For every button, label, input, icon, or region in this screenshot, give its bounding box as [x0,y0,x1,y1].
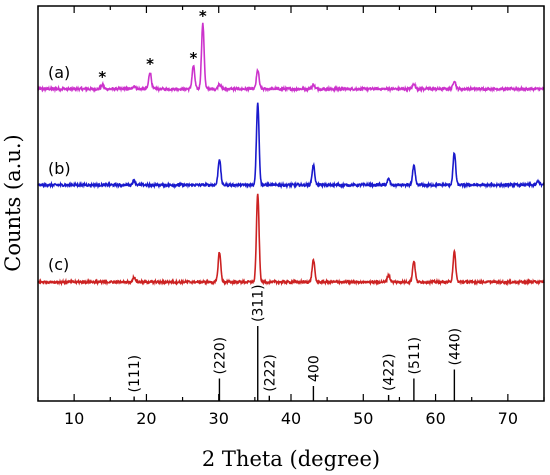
x-tick-label: 40 [281,409,301,428]
x-tick-label: 20 [136,409,156,428]
plot-frame [37,5,545,402]
peak-star-annotation: * [189,49,197,67]
reference-hkl-label: (220) [212,337,228,375]
reference-hkl-label: 400 [306,355,322,382]
peak-star-annotation: * [146,55,154,73]
reference-hkl-label: (440) [447,328,463,366]
y-axis-title: Counts (a.u.) [1,134,25,271]
x-axis: 10 20 30 40 50 60 70 [37,6,545,428]
peak-star-annotation: * [199,7,207,25]
x-tick-label: 30 [209,409,229,428]
x-tick-label: 50 [353,409,373,428]
series-label-c: (c) [48,255,69,274]
reference-hkl-label: (111) [127,355,143,393]
reference-hkl-label: (222) [262,354,278,392]
series-line-a [37,22,545,94]
reference-hkl-label: (422) [382,353,398,391]
x-tick-label: 60 [425,409,445,428]
series-label-a: (a) [48,63,70,82]
x-tick-label: 10 [64,409,84,428]
series-line-b [37,102,545,190]
peak-star-annotation: * [98,68,106,86]
series-label-b: (b) [48,159,71,178]
plot-area: (a) (b) (c) * * * * (111) (220) (311) (222) 400 (422… [37,7,545,401]
x-tick-label: 70 [498,409,518,428]
x-axis-title: 2 Theta (degree) [202,447,380,471]
series-line-c [37,193,545,287]
reference-hkl-label: (511) [407,337,423,375]
reference-hkl-label: (311) [251,284,267,322]
